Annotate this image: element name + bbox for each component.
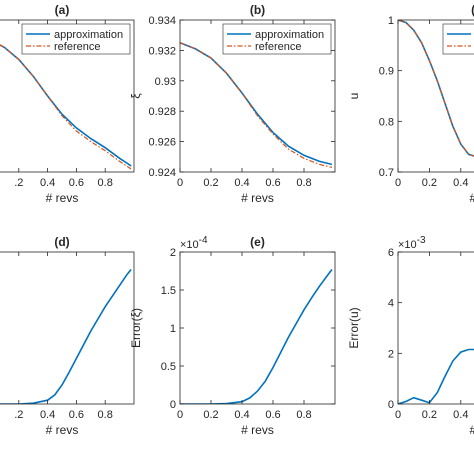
y-tick-label: 0: [170, 399, 176, 411]
y-tick-label: 0.9: [379, 66, 394, 78]
y-axis-label: ξ: [129, 93, 143, 99]
panel-e-title: (e): [250, 235, 265, 249]
legend-label: reference: [54, 41, 100, 53]
x-tick-label: 0.4: [234, 177, 249, 189]
x-axis-label: # r: [469, 191, 474, 205]
x-tick-label: 0.8: [296, 409, 311, 421]
axes-box-a: [0, 19, 135, 173]
legend-c: [442, 23, 474, 55]
y-tick-label: 4: [388, 298, 394, 310]
axes-box-e: [179, 251, 336, 405]
y-tick-label: 0.934: [148, 15, 176, 27]
series-error-d: [0, 268, 132, 404]
panel-d: (d) .2 0.4 0.6 0.8 # revs: [0, 235, 135, 437]
legend-label: approximation: [255, 29, 324, 41]
legend-label: reference: [255, 41, 301, 53]
x-tick-label: .2: [14, 177, 23, 189]
y-axis-label: Error(ξ): [129, 308, 143, 348]
axes-box-c: [397, 19, 474, 173]
y-exponent: ×10-4: [180, 235, 208, 251]
x-tick-label: 0.6: [69, 409, 84, 421]
series-reference-b: [180, 42, 333, 168]
y-tick-label: 1.5: [161, 285, 176, 297]
legend-box: [222, 23, 332, 55]
x-tick-label: 0.8: [296, 177, 311, 189]
x-tick-label: 0.6: [69, 177, 84, 189]
series-reference-c: [398, 20, 474, 157]
panel-c: (c 0 0.2 0.4 0.7 0.8 0.9 1 # r u: [347, 3, 474, 205]
x-axis-label: # revs: [46, 191, 79, 205]
y-tick-label: 0.932: [148, 45, 176, 57]
panel-b: (b) 0 0.2 0.4 0.6 0.8 0.924 0.926 0.928 0.93 0.932…: [129, 3, 336, 205]
x-axis-label: # revs: [241, 423, 274, 437]
panel-e: (e) 0 0.2 0.4 0.6 0.8 0 0.5 1 1.5 2 # revs Error(ξ) ×…: [129, 235, 336, 437]
y-exponent: ×10-3: [398, 235, 426, 251]
y-tick-label: 0.924: [148, 167, 176, 179]
legend-label: approximation: [54, 29, 123, 41]
x-tick-label: 0.4: [40, 409, 55, 421]
x-tick-label: 0.6: [265, 177, 280, 189]
y-tick-label: 2: [170, 247, 176, 259]
series-approximation-a: [0, 44, 132, 167]
axes-box-b: [179, 19, 336, 173]
panel-a-title: (a): [55, 3, 70, 17]
y-tick-label: 0.93: [155, 76, 176, 88]
x-tick-label: 0.2: [422, 177, 437, 189]
x-tick-label: 0.4: [40, 177, 55, 189]
panel-a: (a) .2 0.4 0.6 0.8 # revs approximationreferen…: [0, 3, 135, 205]
panel-d-title: (d): [54, 235, 69, 249]
axes-box-f: [397, 251, 474, 405]
x-tick-label: 0.2: [203, 409, 218, 421]
x-tick-label: 0.8: [98, 177, 113, 189]
x-tick-label: 0.2: [422, 409, 437, 421]
x-tick-label: 0.4: [234, 409, 249, 421]
panel-b-title: (b): [250, 3, 265, 17]
x-tick-label: 0: [177, 177, 183, 189]
legend-box: [21, 23, 131, 55]
y-tick-label: 0.926: [148, 137, 176, 149]
y-axis-label: Error(u): [347, 307, 361, 348]
x-axis-label: # revs: [241, 191, 274, 205]
y-tick-label: 1: [388, 15, 394, 27]
x-tick-label: 0: [395, 409, 401, 421]
y-tick-label: 1: [170, 323, 176, 335]
x-tick-label: 0.2: [203, 177, 218, 189]
y-tick-label: 0.928: [148, 106, 176, 118]
y-axis-label: u: [347, 93, 361, 100]
series-reference-a: [0, 44, 132, 170]
panel-c-title: (c: [471, 3, 474, 17]
legend-box: [442, 23, 474, 55]
y-tick-label: 0.8: [379, 116, 394, 128]
y-tick-label: 0.5: [161, 361, 176, 373]
axes-box-d: [0, 251, 135, 405]
x-axis-label: # revs: [46, 423, 79, 437]
x-axis-label: # r: [469, 423, 474, 437]
x-tick-label: 0.6: [265, 409, 280, 421]
x-tick-label: 0: [177, 409, 183, 421]
x-tick-label: 0.4: [453, 409, 468, 421]
x-tick-label: 0: [395, 177, 401, 189]
x-tick-label: .2: [14, 409, 23, 421]
series-error-f: [398, 348, 474, 404]
series-error-e: [180, 269, 333, 404]
y-tick-label: 0: [388, 399, 394, 411]
y-tick-label: 0.7: [379, 167, 394, 179]
x-tick-label: 0.4: [453, 177, 468, 189]
y-tick-label: 2: [388, 348, 394, 360]
series-approximation-b: [180, 42, 333, 166]
x-tick-label: 0.8: [98, 409, 113, 421]
y-tick-label: 6: [388, 247, 394, 259]
